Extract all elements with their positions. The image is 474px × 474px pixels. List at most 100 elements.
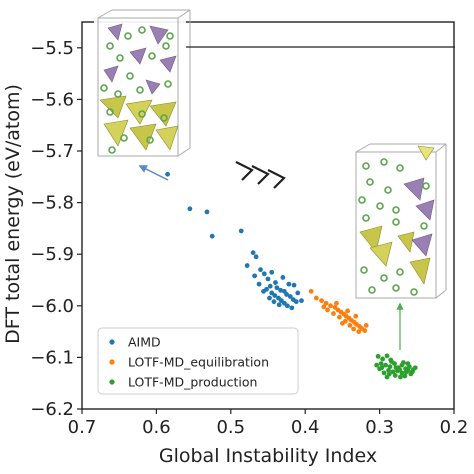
point-aimd: [289, 305, 295, 311]
point-aimd: [273, 280, 278, 285]
point-aimd: [256, 281, 262, 287]
x-tick-label: 0.3: [365, 417, 394, 438]
plot-frame: [81, 21, 455, 410]
point-aimd: [204, 209, 210, 215]
point-lotf-md-equilibration: [328, 303, 333, 309]
point-lotf-md-equilibration: [308, 288, 314, 294]
y-tick-label: −5.5: [30, 38, 74, 59]
point-lotf-md-production: [401, 360, 406, 365]
point-aimd: [258, 267, 263, 273]
point-lotf-md-production: [402, 373, 408, 379]
point-lotf-md-equilibration: [345, 308, 351, 314]
legend-marker: [109, 359, 115, 365]
point-aimd: [276, 302, 282, 308]
y-tick-label: −6.1: [30, 347, 74, 368]
point-aimd: [267, 283, 273, 289]
point-aimd: [295, 290, 301, 296]
point-aimd: [278, 287, 284, 293]
point-lotf-md-production: [389, 359, 394, 364]
blue-arrow: [138, 165, 169, 181]
y-tick-label: −6.0: [30, 296, 74, 317]
point-lotf-md-production: [378, 361, 384, 366]
point-aimd: [271, 299, 277, 305]
point-lotf-md-production: [405, 361, 411, 366]
y-tick-label: −5.9: [30, 244, 74, 265]
point-lotf-md-production: [412, 365, 418, 371]
point-aimd: [284, 292, 289, 297]
point-aimd: [280, 275, 286, 280]
point-lotf-md-production: [375, 353, 381, 359]
point-aimd: [250, 250, 256, 256]
y-axis-ticks: −5.5 −5.6 −5.7 −5.8 −5.9 −6.0 −6.1 −6.2: [30, 38, 82, 420]
point-lotf-md-production: [397, 367, 403, 373]
legend-label: LOTF-MD_equilibration: [128, 355, 269, 370]
x-tick-label: 0.4: [291, 417, 320, 438]
point-lotf-md-production: [379, 365, 385, 371]
point-lotf-md-production: [398, 374, 403, 380]
point-aimd: [274, 285, 280, 291]
point-lotf-md-production: [387, 364, 393, 370]
point-aimd: [272, 293, 278, 298]
point-lotf-md-equilibration: [340, 320, 345, 326]
x-tick-label: 0.6: [142, 417, 171, 438]
point-lotf-md-equilibration: [351, 326, 356, 332]
chevron-marks: [235, 161, 286, 189]
point-aimd: [252, 273, 258, 279]
point-lotf-md-production: [386, 371, 392, 377]
x-axis-ticks: 0.7 0.6 0.5 0.4 0.3 0.2: [68, 409, 469, 438]
legend-box: [97, 327, 299, 395]
y-tick-label: −5.6: [30, 89, 74, 110]
point-lotf-md-equilibration: [313, 295, 319, 301]
point-aimd: [253, 254, 259, 260]
point-lotf-md-equilibration: [331, 311, 336, 316]
point-lotf-md-equilibration: [321, 304, 327, 310]
point-lotf-md-production: [374, 362, 380, 368]
x-tick-label: 0.7: [68, 417, 97, 438]
point-aimd: [261, 288, 266, 294]
point-aimd: [293, 299, 299, 305]
y-axis-label: DFT total energy (eV/atom): [2, 84, 24, 344]
point-lotf-md-production: [390, 369, 396, 375]
x-tick-label: 0.5: [216, 417, 245, 438]
point-lotf-md-production: [386, 367, 391, 373]
point-lotf-md-production: [393, 365, 399, 371]
y-tick-label: −6.2: [30, 399, 74, 420]
point-lotf-md-production: [383, 362, 388, 368]
point-lotf-md-equilibration: [347, 323, 353, 328]
legend-label: AIMD: [128, 335, 161, 350]
point-lotf-md-equilibration: [362, 328, 368, 333]
point-aimd: [187, 206, 193, 212]
point-lotf-md-production: [380, 356, 385, 362]
point-aimd: [244, 263, 250, 268]
point-aimd: [287, 294, 293, 299]
x-axis-label: Global Instability Index: [159, 445, 377, 467]
data-points: [165, 171, 418, 380]
point-aimd: [269, 269, 275, 275]
point-lotf-md-equilibration: [334, 300, 339, 306]
point-lotf-md-production: [405, 367, 411, 373]
crystal-structure-lower-image: [352, 140, 448, 300]
legend: AIMD LOTF-MD_equilibration LOTF-MD_product…: [97, 327, 299, 395]
legend-marker: [109, 379, 115, 385]
crystal-structure-upper-image: [94, 9, 191, 158]
point-aimd: [286, 281, 292, 287]
point-lotf-md-equilibration: [319, 298, 324, 304]
point-lotf-md-production: [381, 370, 387, 376]
point-lotf-md-production: [384, 353, 390, 359]
point-lotf-md-equilibration: [363, 323, 369, 328]
point-lotf-md-equilibration: [323, 300, 329, 306]
legend-label: LOTF-MD_production: [128, 375, 257, 390]
point-aimd: [265, 276, 271, 282]
y-tick-label: −5.8: [30, 193, 74, 214]
point-aimd: [299, 298, 304, 304]
point-aimd: [209, 233, 215, 239]
point-aimd: [284, 303, 290, 309]
point-lotf-md-equilibration: [337, 314, 342, 320]
point-aimd: [261, 271, 267, 277]
x-tick-label: 0.2: [440, 417, 469, 438]
point-aimd: [267, 295, 272, 301]
point-lotf-md-production: [409, 369, 415, 375]
point-lotf-md-production: [392, 373, 398, 378]
point-aimd: [238, 228, 244, 234]
